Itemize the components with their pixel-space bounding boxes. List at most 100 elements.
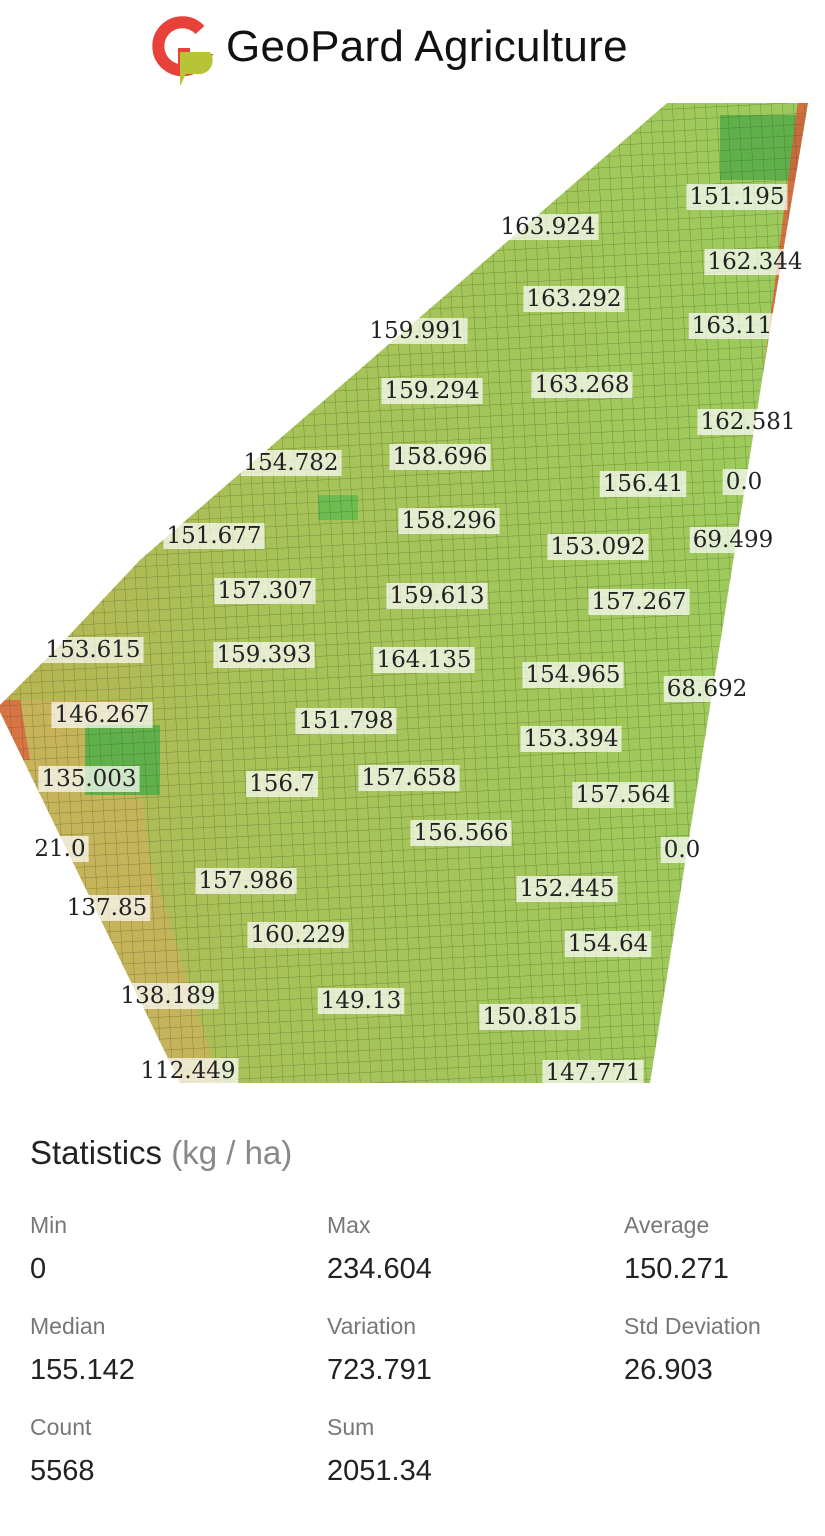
label-text: 154.64 — [568, 931, 648, 957]
map-label: 159.613 — [386, 583, 488, 609]
field-map: 163.924 151.195 162.344 163.292 159.991 163.1… — [0, 103, 808, 1084]
label-text: 151.677 — [166, 523, 261, 549]
label-text: 0.0 — [664, 837, 701, 863]
stats-unit: (kg / ha) — [171, 1134, 293, 1171]
label-box — [398, 508, 500, 534]
map-label: 0.0 — [722, 469, 766, 495]
label-box — [358, 765, 460, 791]
map-label: 149.13 — [317, 988, 405, 1014]
label-text: 149.13 — [321, 988, 401, 1014]
map-label: 153.615 — [42, 637, 144, 663]
map-label: 69.499 — [689, 527, 777, 553]
label-text: 112.449 — [140, 1058, 235, 1084]
label-text: 69.499 — [693, 527, 773, 553]
stat-value: 723.791 — [327, 1354, 432, 1386]
label-box — [660, 837, 704, 863]
label-box — [213, 642, 315, 668]
map-label: 147.771 — [542, 1060, 644, 1084]
label-text: 156.566 — [413, 820, 508, 846]
map-label: 135.003 — [38, 766, 140, 792]
stat-label: Min — [30, 1212, 68, 1238]
map-label: 158.296 — [398, 508, 500, 534]
map-label: 158.696 — [389, 444, 491, 470]
map-label: 151.677 — [163, 523, 265, 549]
label-text: 157.307 — [217, 578, 312, 604]
label-box — [531, 372, 633, 398]
stat: Average 150.271 — [624, 1212, 825, 1286]
label-box — [195, 868, 297, 894]
label-text: 150.815 — [482, 1004, 577, 1030]
label-box — [599, 471, 687, 497]
label-box — [389, 444, 491, 470]
map-label: 160.229 — [247, 922, 349, 948]
label-text: 151.195 — [689, 184, 784, 210]
map-label: 157.658 — [358, 765, 460, 791]
map-label: 159.393 — [213, 642, 315, 668]
label-box — [38, 766, 140, 792]
map-label: 146.267 — [51, 702, 153, 728]
label-box — [51, 702, 153, 728]
label-text: 162.581 — [700, 409, 795, 435]
stat-label: Max — [327, 1212, 371, 1238]
label-box — [572, 782, 674, 808]
label-box — [588, 589, 690, 615]
label-text: 154.782 — [243, 450, 338, 476]
stat-label: Count — [30, 1414, 92, 1440]
label-box — [31, 836, 89, 862]
label-text: 162.344 — [707, 249, 802, 275]
label-text: 154.965 — [525, 662, 620, 688]
label-box — [547, 534, 649, 560]
stat-label: Average — [624, 1212, 710, 1238]
label-box — [117, 983, 219, 1009]
label-text: 157.658 — [361, 765, 456, 791]
label-box — [42, 637, 144, 663]
label-text: 159.393 — [216, 642, 311, 668]
map-label: 159.991 — [366, 318, 468, 344]
label-text: 156.7 — [249, 771, 315, 797]
label-text: 157.564 — [575, 782, 670, 808]
label-text: 158.696 — [392, 444, 487, 470]
label-text: 158.296 — [401, 508, 496, 534]
label-box — [214, 578, 316, 604]
stat-value: 2051.34 — [327, 1455, 432, 1487]
map-label: 163.268 — [531, 372, 633, 398]
map-label: 156.7 — [246, 771, 318, 797]
label-box — [704, 249, 806, 275]
map-label: 163.292 — [523, 286, 625, 312]
label-box — [686, 184, 788, 210]
label-box — [373, 647, 475, 673]
label-text: 21.0 — [34, 836, 85, 862]
map-label: 68.692 — [663, 676, 751, 702]
label-box — [410, 820, 512, 846]
label-text: 153.394 — [523, 726, 618, 752]
label-box — [697, 409, 799, 435]
label-text: 153.615 — [45, 637, 140, 663]
stats-header: Statistics (kg / ha) — [30, 1134, 292, 1172]
map-label: 164.135 — [373, 647, 475, 673]
label-box — [663, 676, 751, 702]
map-label: 154.64 — [564, 931, 652, 957]
label-box — [497, 214, 599, 240]
map-label: 150.815 — [479, 1004, 581, 1030]
label-text: 163.11 — [692, 313, 772, 339]
stat-label: Variation — [327, 1313, 417, 1339]
logo — [152, 16, 214, 86]
stat: Variation 723.791 — [327, 1313, 607, 1387]
label-text: 68.692 — [667, 676, 747, 702]
map-label: 163.11 — [688, 313, 776, 339]
label-text: 152.445 — [519, 876, 614, 902]
label-box — [722, 469, 766, 495]
label-box — [689, 527, 777, 553]
stat-value: 234.604 — [327, 1253, 432, 1285]
map-label: 138.189 — [117, 983, 219, 1009]
labels: 163.924 151.195 162.344 163.292 159.991 163.1… — [31, 184, 806, 1084]
label-text: 0.0 — [726, 469, 763, 495]
stat-value: 155.142 — [30, 1354, 135, 1386]
statistics: Statistics (kg / ha) Min 0 Max 234.604 Avera… — [0, 1100, 825, 1536]
map-label: 153.394 — [520, 726, 622, 752]
map-label: 154.965 — [522, 662, 624, 688]
label-text: 157.267 — [591, 589, 686, 615]
label-box — [522, 662, 624, 688]
label-box — [240, 450, 342, 476]
